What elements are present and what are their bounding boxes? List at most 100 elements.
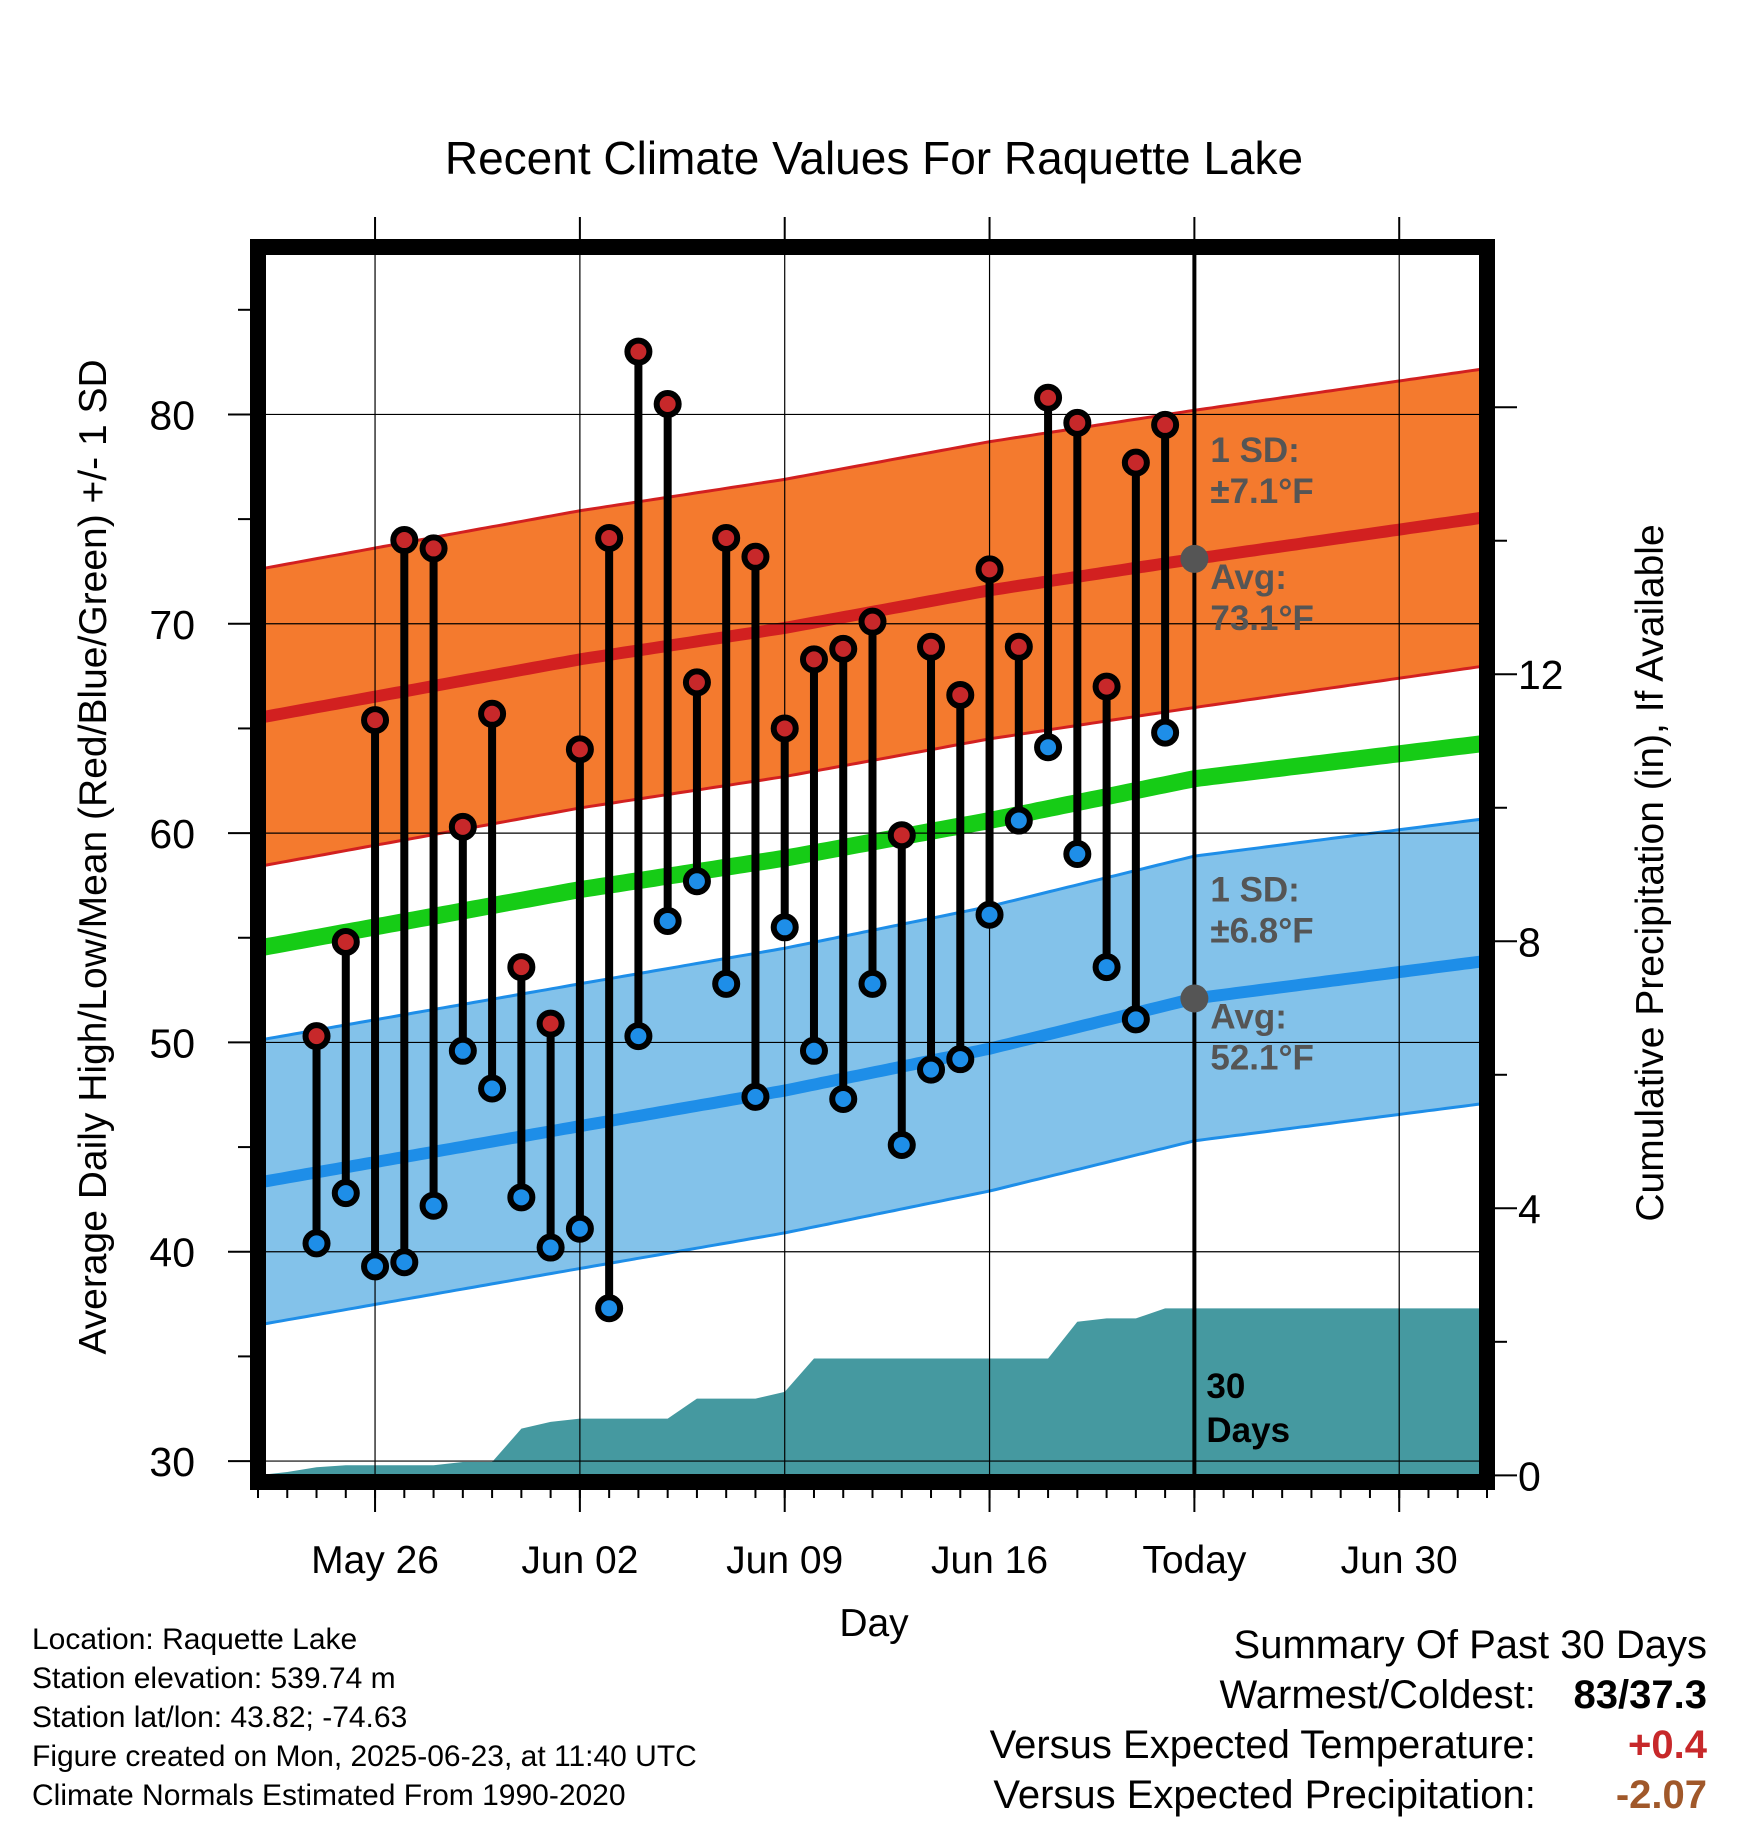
high-temp-point <box>946 680 975 709</box>
high-sd-band-upper-edge <box>257 366 1488 571</box>
y-tick-label: 40 <box>149 1230 195 1276</box>
x-tick-label: Jun 02 <box>521 1539 638 1582</box>
station-info: Location: Raquette Lake Station elevatio… <box>32 1620 697 1815</box>
high-temp-point <box>331 927 360 956</box>
x-axis-label: Day <box>839 1602 909 1645</box>
low-sd-label: 1 SD: <box>1210 870 1299 909</box>
high-temp-point <box>1151 410 1180 439</box>
y2-tick-label: 0 <box>1518 1453 1541 1499</box>
low-temp-point <box>390 1248 419 1277</box>
high-temp-point <box>653 389 682 418</box>
x-tick-label: Jun 30 <box>1341 1539 1458 1582</box>
x-tick-label: Today <box>1142 1539 1247 1582</box>
high-temp-point <box>1121 448 1150 477</box>
low-avg-value: 52.1°F <box>1210 1038 1314 1077</box>
y-tick-label: 70 <box>149 602 195 648</box>
precip-label: Versus Expected Precipitation: <box>993 1773 1536 1817</box>
high-temp-point <box>712 523 741 552</box>
low-temp-point <box>536 1233 565 1262</box>
low-temp-point <box>1004 806 1033 835</box>
y-tick-label: 80 <box>149 392 195 438</box>
warmest-label: Warmest/Coldest: <box>1219 1673 1536 1717</box>
elevation-text: Station elevation: 539.74 m <box>32 1662 396 1695</box>
plot-frame <box>250 239 1495 1490</box>
x-tick-label: May 26 <box>311 1539 439 1582</box>
avg-low-line <box>256 954 1488 1189</box>
window-days-label: Days <box>1206 1411 1290 1450</box>
low-sd-value: ±6.8°F <box>1210 911 1313 950</box>
high-temp-point <box>595 523 624 552</box>
low-avg-label: Avg: <box>1210 997 1286 1036</box>
low-temp-point <box>1063 840 1092 869</box>
precip-area <box>258 1308 1487 1476</box>
high-temp-point <box>624 337 653 366</box>
x-tick-label: Jun 09 <box>726 1539 843 1582</box>
low-temp-point <box>946 1045 975 1074</box>
low-temp-point <box>770 913 799 942</box>
low-temp-point <box>448 1036 477 1065</box>
x-tick-label: Jun 16 <box>931 1539 1048 1582</box>
high-temp-point <box>507 953 536 982</box>
low-temp-point <box>1034 733 1063 762</box>
low-temp-point <box>507 1183 536 1212</box>
high-temp-point <box>419 534 448 563</box>
today-low-normal-marker <box>1180 984 1209 1013</box>
low-temp-point <box>624 1022 653 1051</box>
low-temp-point <box>712 969 741 998</box>
y2-tick-label: 8 <box>1518 919 1541 965</box>
y-tick-label: 30 <box>149 1439 195 1485</box>
y2-tick-label: 4 <box>1518 1186 1541 1232</box>
high-sd-label: 1 SD: <box>1210 431 1299 470</box>
high-temp-point <box>1063 408 1092 437</box>
high-temp-point <box>829 634 858 663</box>
high-temp-point <box>565 735 594 764</box>
low-temp-point <box>858 969 887 998</box>
high-temp-point <box>361 706 390 735</box>
low-temp-point <box>565 1214 594 1243</box>
low-temp-point <box>331 1179 360 1208</box>
created-text: Figure created on Mon, 2025-06-23, at 11… <box>32 1740 697 1773</box>
high-temp-point <box>887 821 916 850</box>
summary-title: Summary Of Past 30 Days <box>1233 1623 1707 1667</box>
low-temp-point <box>653 907 682 936</box>
y-axis-label: Average Daily High/Low/Mean (Red/Blue/Gr… <box>72 359 115 1354</box>
high-temp-point <box>917 632 946 661</box>
high-temp-point <box>390 526 419 555</box>
y2-tick-label: 12 <box>1518 652 1564 698</box>
temp-label: Versus Expected Temperature: <box>989 1723 1536 1767</box>
low-temp-point <box>829 1084 858 1113</box>
today-high-normal-marker <box>1180 544 1209 573</box>
low-temp-point <box>799 1036 828 1065</box>
high-temp-point <box>858 607 887 636</box>
high-temp-point <box>770 714 799 743</box>
high-temp-point <box>1034 383 1063 412</box>
low-temp-point <box>917 1055 946 1084</box>
high-temp-point <box>682 668 711 697</box>
low-temp-point <box>1092 953 1121 982</box>
normals-text: Climate Normals Estimated From 1990-2020 <box>32 1779 626 1812</box>
high-sd-value: ±7.1°F <box>1210 472 1313 511</box>
high-temp-point <box>448 812 477 841</box>
high-avg-value: 73.1°F <box>1210 599 1314 638</box>
latlon-text: Station lat/lon: 43.82; -74.63 <box>32 1701 408 1734</box>
low-temp-point <box>478 1074 507 1103</box>
summary-temp-row: Versus Expected Temperature: +0.4 <box>990 1720 1707 1770</box>
low-temp-point <box>361 1252 390 1281</box>
low-temp-point <box>419 1191 448 1220</box>
high-temp-point <box>536 1009 565 1038</box>
low-temp-point <box>1121 1005 1150 1034</box>
window-days-number: 30 <box>1206 1367 1245 1406</box>
temp-value: +0.4 <box>1628 1723 1707 1767</box>
summary-precip-row: Versus Expected Precipitation: -2.07 <box>990 1770 1707 1820</box>
low-temp-point <box>1151 718 1180 747</box>
low-temp-point <box>595 1294 624 1323</box>
high-temp-point <box>799 645 828 674</box>
high-temp-point <box>741 542 770 571</box>
high-temp-point <box>1004 632 1033 661</box>
y-tick-label: 60 <box>149 811 195 857</box>
low-temp-point <box>741 1082 770 1111</box>
low-temp-point <box>887 1130 916 1159</box>
low-temp-point <box>682 867 711 896</box>
